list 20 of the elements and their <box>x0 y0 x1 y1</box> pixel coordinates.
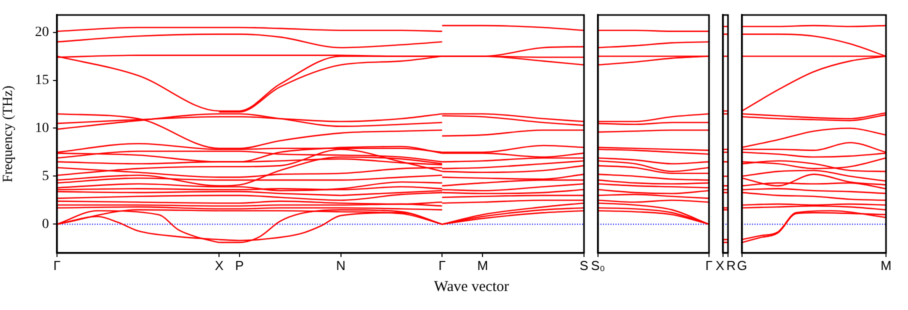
x-tick-label: Γ <box>53 258 61 274</box>
x-tick-label: M <box>477 258 488 274</box>
x-tick-label: G <box>736 258 748 274</box>
x-tick-label: S₀ <box>590 258 606 274</box>
x-tick-label: X <box>214 258 224 274</box>
x-tick-label: N <box>336 258 346 274</box>
y-tick-label: 15 <box>35 72 49 88</box>
y-tick-label: 20 <box>35 24 49 40</box>
x-tick-label: R <box>726 258 736 274</box>
x-tick-label: M <box>880 258 892 274</box>
x-tick-label: X <box>716 258 725 274</box>
x-tick-label: Γ <box>705 258 713 274</box>
x-tick-label: Γ <box>438 258 446 274</box>
y-tick-label: 5 <box>42 168 49 184</box>
x-axis-title: Wave vector <box>434 279 509 296</box>
y-tick-label: 0 <box>42 216 49 232</box>
y-axis-title: Frequency (THz) <box>1 85 16 182</box>
y-tick-label: 10 <box>35 120 49 136</box>
x-tick-label: S <box>580 258 589 274</box>
x-tick-label: P <box>235 258 244 274</box>
